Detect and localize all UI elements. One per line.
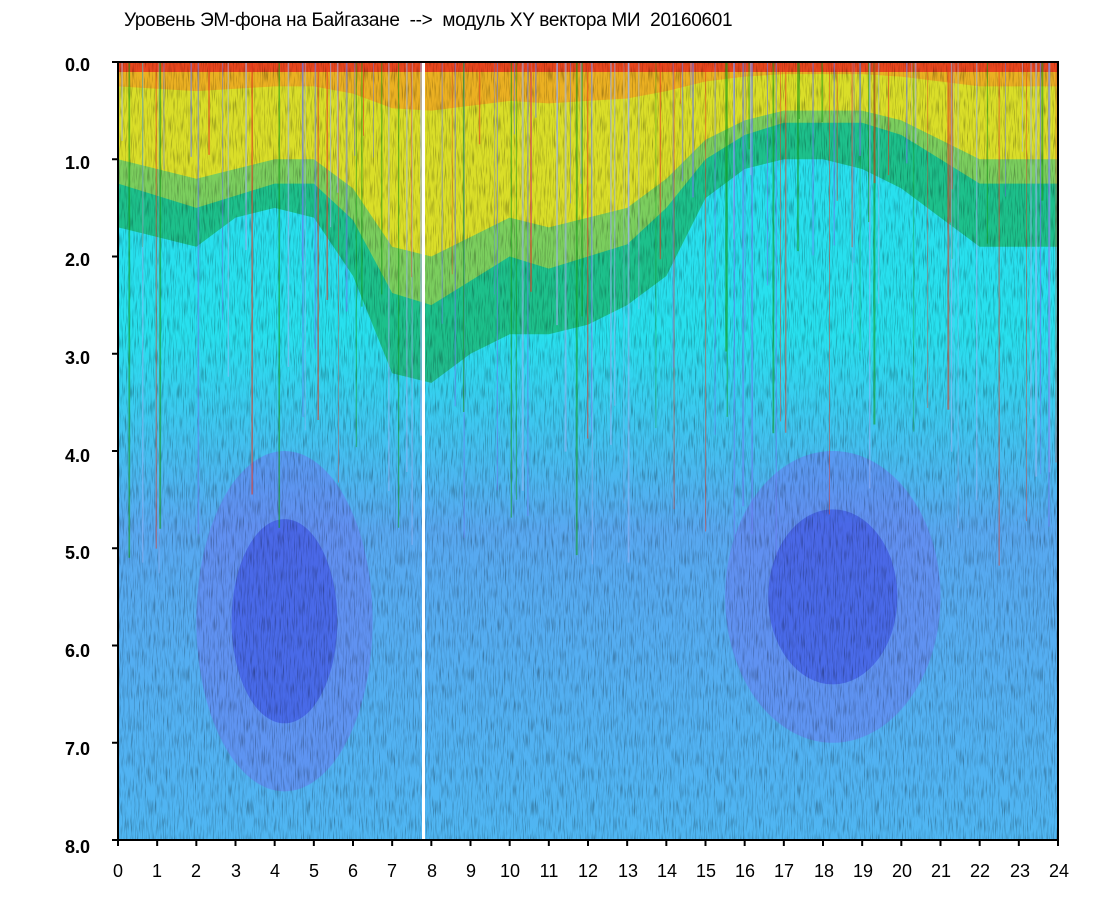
x-tick-label: 3 xyxy=(230,861,241,881)
x-tick-label: 11 xyxy=(539,861,559,881)
y-tick-label: 5.0 xyxy=(64,543,90,563)
x-tick-label: 13 xyxy=(617,861,639,881)
x-tick-label: 24 xyxy=(1048,861,1070,881)
x-tick-label: 7 xyxy=(386,861,397,881)
y-tick-label: 4.0 xyxy=(64,446,90,466)
x-tick-label: 17 xyxy=(773,861,795,881)
y-tick-label: 1.0 xyxy=(64,153,90,173)
x-tick-label: 16 xyxy=(734,861,756,881)
x-tick-label: 20 xyxy=(891,861,913,881)
x-tick-label: 15 xyxy=(695,861,717,881)
x-tick-label: 18 xyxy=(813,861,835,881)
y-tick-label: 6.0 xyxy=(64,641,90,661)
x-tick-label: 23 xyxy=(1009,861,1031,881)
y-tick-label: 0.0 xyxy=(64,55,90,75)
x-tick-label: 22 xyxy=(969,861,991,881)
x-tick-label: 12 xyxy=(577,861,599,881)
y-tick-label: 7.0 xyxy=(64,739,90,759)
x-tick-label: 8 xyxy=(426,861,437,881)
x-tick-label: 9 xyxy=(465,861,476,881)
y-tick-label: 3.0 xyxy=(64,348,90,368)
plot-frame xyxy=(117,61,1059,841)
x-tick-label: 4 xyxy=(269,861,280,881)
y-tick-label: 2.0 xyxy=(64,250,90,270)
x-tick-label: 10 xyxy=(499,861,521,881)
x-tick-label: 1 xyxy=(151,861,162,881)
x-tick-label: 21 xyxy=(930,861,952,881)
x-tick-label: 6 xyxy=(347,861,358,881)
x-tick-label: 19 xyxy=(852,861,874,881)
x-tick-label: 5 xyxy=(308,861,319,881)
x-tick-label: 14 xyxy=(656,861,678,881)
chart-title: Уровень ЭМ-фона на Байгазане --> модуль … xyxy=(124,10,733,31)
x-tick-label: 2 xyxy=(190,861,201,881)
y-tick-label: 8.0 xyxy=(64,837,90,857)
x-tick-label: 0 xyxy=(112,861,123,881)
